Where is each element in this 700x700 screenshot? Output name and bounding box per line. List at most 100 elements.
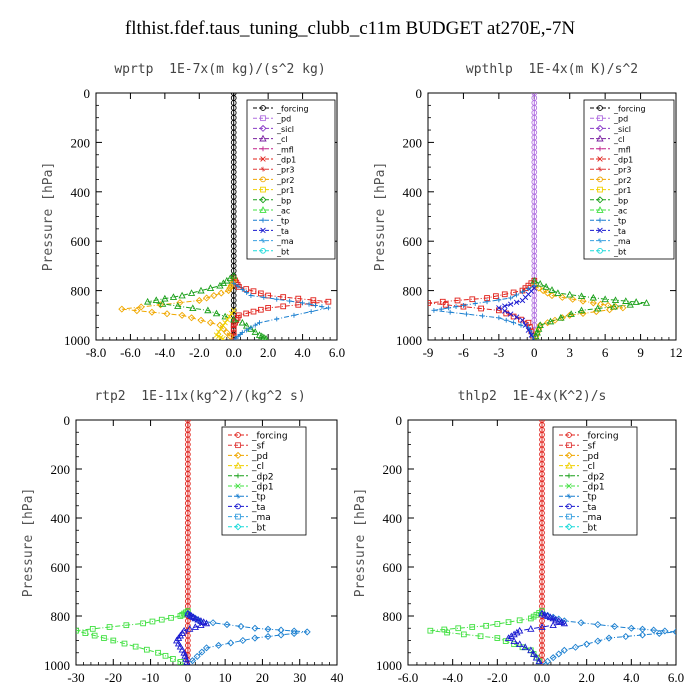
data-point bbox=[555, 650, 563, 658]
y-tick-label: 600 bbox=[51, 560, 71, 575]
data-point bbox=[446, 305, 452, 311]
data-point bbox=[221, 312, 229, 320]
data-point bbox=[194, 615, 202, 623]
data-point bbox=[195, 296, 203, 305]
legend-marker bbox=[259, 124, 267, 132]
data-point bbox=[295, 295, 302, 302]
data-point bbox=[244, 290, 250, 295]
data-point bbox=[494, 621, 501, 627]
legend-marker bbox=[597, 105, 603, 111]
x-tick-label: -2.0 bbox=[487, 670, 508, 685]
legend-label: _tp bbox=[613, 217, 626, 226]
data-point bbox=[558, 314, 566, 322]
data-point bbox=[513, 299, 520, 306]
data-point bbox=[252, 322, 258, 328]
legend-marker bbox=[260, 146, 266, 152]
data-point bbox=[525, 319, 532, 326]
panel-1: -9 -6 -3 0 3 6 9 12 0 200 400 600 800 1000 Pressure [h… bbox=[373, 86, 683, 360]
data-point bbox=[257, 320, 262, 326]
legend-marker bbox=[235, 473, 241, 479]
legend-marker bbox=[235, 493, 241, 499]
data-point bbox=[161, 294, 169, 302]
data-point bbox=[496, 315, 502, 321]
data-point bbox=[442, 301, 449, 308]
data-point bbox=[546, 613, 555, 621]
y-tick-label: 800 bbox=[403, 284, 423, 299]
data-point bbox=[220, 323, 226, 329]
y-tick-label: 1000 bbox=[44, 658, 70, 673]
data-point bbox=[230, 322, 237, 329]
data-point bbox=[230, 326, 237, 332]
x-tick-label: 40 bbox=[331, 670, 344, 685]
data-point bbox=[560, 619, 568, 627]
data-point bbox=[444, 629, 450, 636]
data-point bbox=[439, 298, 446, 305]
x-tick-label: 6.0 bbox=[329, 345, 345, 360]
legend-label: _dp2 bbox=[251, 472, 274, 482]
data-point bbox=[290, 627, 298, 635]
legend-marker bbox=[597, 238, 603, 243]
data-point bbox=[89, 626, 96, 632]
y-tick-label: 0 bbox=[64, 413, 71, 428]
data-point bbox=[216, 281, 224, 289]
data-point bbox=[560, 646, 568, 654]
data-point bbox=[183, 658, 191, 665]
data-point bbox=[525, 286, 531, 292]
data-point bbox=[217, 289, 225, 297]
data-point bbox=[555, 617, 563, 624]
data-point bbox=[228, 279, 236, 287]
series-group bbox=[76, 420, 311, 665]
data-point bbox=[277, 631, 285, 639]
data-point bbox=[163, 310, 171, 318]
data-point bbox=[493, 293, 499, 300]
data-point bbox=[226, 313, 233, 320]
data-point bbox=[287, 298, 293, 304]
data-point bbox=[455, 625, 462, 632]
data-point bbox=[453, 304, 459, 310]
data-point bbox=[478, 305, 484, 312]
data-point bbox=[532, 653, 541, 661]
y-tick-label: 600 bbox=[71, 234, 91, 249]
data-point bbox=[210, 292, 218, 300]
data-point bbox=[601, 295, 609, 303]
x-tick-label: -3 bbox=[493, 345, 504, 360]
y-tick-label: 600 bbox=[383, 560, 403, 575]
data-point bbox=[222, 319, 228, 326]
data-point bbox=[303, 628, 311, 636]
data-point bbox=[579, 297, 587, 305]
data-point bbox=[91, 632, 98, 639]
data-point bbox=[541, 610, 549, 618]
legend-label: _bt bbox=[582, 523, 597, 533]
legend-marker bbox=[235, 513, 241, 520]
data-point bbox=[527, 646, 535, 654]
data-point bbox=[507, 301, 514, 307]
data-point bbox=[516, 640, 524, 648]
data-point bbox=[106, 624, 113, 630]
legend-label: _dp1 bbox=[582, 483, 605, 493]
data-point bbox=[280, 294, 287, 300]
data-point bbox=[239, 636, 247, 645]
panel-0: -8.0 -6.0 -4.0 -2.0 0.0 2.0 4.0 6.0 0 200 400 600 80… bbox=[41, 86, 345, 360]
data-point bbox=[220, 336, 226, 340]
data-point bbox=[176, 642, 185, 650]
legend-marker bbox=[597, 176, 603, 183]
data-point bbox=[428, 300, 431, 306]
data-point bbox=[611, 303, 620, 311]
data-point bbox=[567, 310, 575, 317]
x-tick-label: 2.0 bbox=[579, 670, 595, 685]
data-point bbox=[191, 623, 199, 630]
legend-label: _ta bbox=[613, 227, 626, 236]
legend-marker bbox=[596, 206, 604, 213]
data-point bbox=[226, 284, 234, 292]
data-point bbox=[507, 311, 514, 317]
legend-label: _ac bbox=[613, 207, 627, 216]
data-point bbox=[209, 619, 217, 627]
data-point bbox=[672, 628, 676, 636]
legend-label: _pd bbox=[582, 452, 599, 462]
data-point bbox=[549, 654, 557, 662]
data-point bbox=[552, 615, 560, 623]
data-point bbox=[516, 617, 523, 624]
legend-marker bbox=[597, 115, 603, 122]
data-point bbox=[546, 317, 555, 325]
data-point bbox=[502, 638, 509, 644]
